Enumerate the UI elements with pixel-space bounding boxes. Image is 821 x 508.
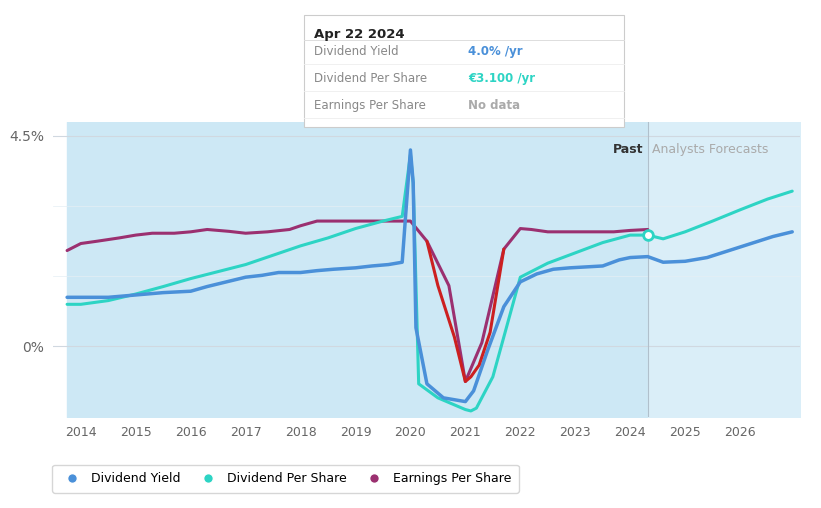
Legend: Dividend Yield, Dividend Per Share, Earnings Per Share: Dividend Yield, Dividend Per Share, Earn…	[53, 465, 519, 493]
Text: Dividend Yield: Dividend Yield	[314, 45, 398, 58]
Text: Dividend Per Share: Dividend Per Share	[314, 72, 427, 85]
Text: Apr 22 2024: Apr 22 2024	[314, 28, 404, 41]
Text: Earnings Per Share: Earnings Per Share	[314, 99, 425, 112]
Text: No data: No data	[468, 99, 520, 112]
Text: 4.0% /yr: 4.0% /yr	[468, 45, 523, 58]
Text: €3.100 /yr: €3.100 /yr	[468, 72, 535, 85]
Text: Analysts Forecasts: Analysts Forecasts	[652, 143, 768, 156]
Text: Past: Past	[612, 143, 644, 156]
